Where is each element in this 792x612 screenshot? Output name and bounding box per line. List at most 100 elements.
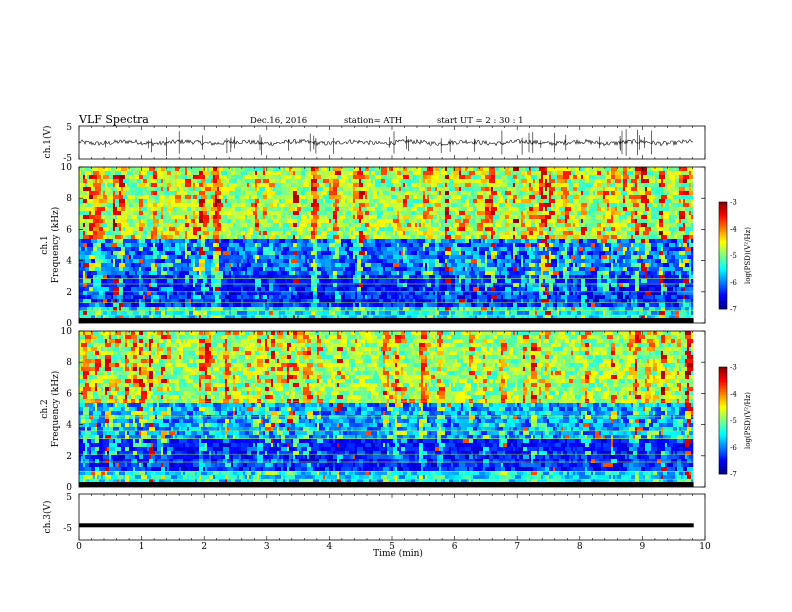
spectrogram-cell xyxy=(89,235,94,239)
spectrogram-cell xyxy=(551,251,558,255)
spectrogram-cell xyxy=(541,175,544,179)
spectrogram-cell xyxy=(113,263,116,267)
spectrogram-cell xyxy=(617,291,624,295)
spectrogram-cell xyxy=(665,167,668,171)
spectrogram-cell xyxy=(167,247,170,251)
spectrogram-cell xyxy=(643,211,648,215)
spectrogram-cell xyxy=(511,167,514,171)
spectrogram-cell xyxy=(627,247,630,251)
spectrogram-cell xyxy=(393,259,398,263)
spectrogram-cell xyxy=(113,259,116,263)
spectrogram-cell xyxy=(531,247,534,251)
spectrogram-cell xyxy=(329,275,334,279)
spectrogram-cell xyxy=(617,247,620,251)
spectrogram-cell xyxy=(689,247,692,251)
spectrogram-cell xyxy=(281,195,288,199)
spectrogram-cell xyxy=(105,187,112,191)
spectrogram-cell xyxy=(597,231,602,235)
spectrogram-cell xyxy=(539,291,544,295)
spectrogram-cell xyxy=(207,227,210,231)
spectrogram-cell xyxy=(253,227,256,231)
spectrogram-cell xyxy=(181,171,186,175)
spectrogram-cell xyxy=(107,211,112,215)
spectrogram-cell xyxy=(611,291,614,295)
spectrogram-cell xyxy=(143,203,148,207)
spectrogram-cell xyxy=(545,275,552,279)
spectrogram-cell xyxy=(631,215,634,219)
spectrogram-cell xyxy=(79,199,84,203)
spectrogram-cell xyxy=(247,291,252,295)
spectrogram-cell xyxy=(609,255,612,259)
spectrogram-cell xyxy=(459,279,462,283)
spectrogram-cell xyxy=(483,231,488,235)
spectrogram-cell xyxy=(157,267,162,271)
spectrogram-cell xyxy=(387,187,392,191)
spectrogram-cell xyxy=(565,271,570,275)
spectrogram-cell xyxy=(181,179,186,183)
spectrogram-cell xyxy=(665,175,670,179)
spectrogram-cell xyxy=(403,271,408,275)
spectrogram-cell xyxy=(535,219,542,223)
spectrogram-cell xyxy=(335,247,340,251)
spectrogram-cell xyxy=(103,171,106,175)
spectrogram-cell xyxy=(461,251,464,255)
spectrogram-cell xyxy=(357,275,362,279)
spectrogram-cell xyxy=(425,267,428,271)
spectrogram-cell xyxy=(663,227,668,231)
spectrogram-cell xyxy=(611,207,616,211)
spectrogram-cell xyxy=(181,223,184,227)
spectrogram-cell xyxy=(215,239,220,243)
spectrogram-cell xyxy=(619,247,624,251)
spectrogram-cell xyxy=(395,291,398,295)
spectrogram-cell xyxy=(313,227,316,231)
spectrogram-cell xyxy=(503,199,506,203)
spectrogram-cell xyxy=(263,207,268,211)
spectrogram-cell xyxy=(241,223,246,227)
spectrogram-cell xyxy=(393,191,400,195)
spectrogram-cell xyxy=(309,255,316,259)
spectrogram-cell xyxy=(423,243,430,247)
spectrogram-cell xyxy=(251,263,258,267)
spectrogram-cell xyxy=(139,175,144,179)
spectrogram-cell xyxy=(527,251,534,255)
spectrogram-cell xyxy=(93,295,98,299)
spectrogram-cell xyxy=(667,183,672,187)
spectrogram-cell xyxy=(147,223,154,227)
spectrogram-cell xyxy=(215,227,222,231)
spectrogram-cell xyxy=(355,271,362,275)
spectrogram-cell xyxy=(417,231,424,235)
spectrogram-cell xyxy=(277,259,284,263)
spectrogram-cell xyxy=(531,223,536,227)
spectrogram-cell xyxy=(581,263,586,267)
spectrogram-cell xyxy=(493,247,496,251)
spectrogram-cell xyxy=(609,183,616,187)
spectrogram-cell xyxy=(443,271,450,275)
spectrogram-cell xyxy=(383,287,386,291)
spectrogram-cell xyxy=(385,283,392,287)
spectrogram-cell xyxy=(157,191,164,195)
spectrogram-cell xyxy=(511,187,516,191)
spectrogram-cell xyxy=(239,271,242,275)
spectrogram-cell xyxy=(579,235,584,239)
spectrogram-cell xyxy=(101,183,106,187)
spectrogram-cell xyxy=(251,191,258,195)
spectrogram-cell xyxy=(209,219,214,223)
spectrogram-cell xyxy=(79,283,84,287)
spectrogram-cell xyxy=(323,291,326,295)
spectrogram-cell xyxy=(507,259,510,263)
spectrogram-cell xyxy=(181,259,184,263)
spectrogram-cell xyxy=(149,275,156,279)
spectrogram-cell xyxy=(147,231,150,235)
spectrogram-cell xyxy=(239,167,246,171)
spectrogram-cell xyxy=(585,279,590,283)
spectrogram-cell xyxy=(371,171,376,175)
spectrogram-cell xyxy=(611,215,614,219)
spectrogram-cell xyxy=(675,287,678,291)
spectrogram-cell xyxy=(647,195,652,199)
spectrogram-cell xyxy=(519,219,522,223)
spectrogram-cell xyxy=(157,283,160,287)
spectrogram-cell xyxy=(547,259,550,263)
spectrogram-cell xyxy=(579,255,582,259)
spectrogram-cell xyxy=(149,255,154,259)
spectrogram-cell xyxy=(571,267,574,271)
